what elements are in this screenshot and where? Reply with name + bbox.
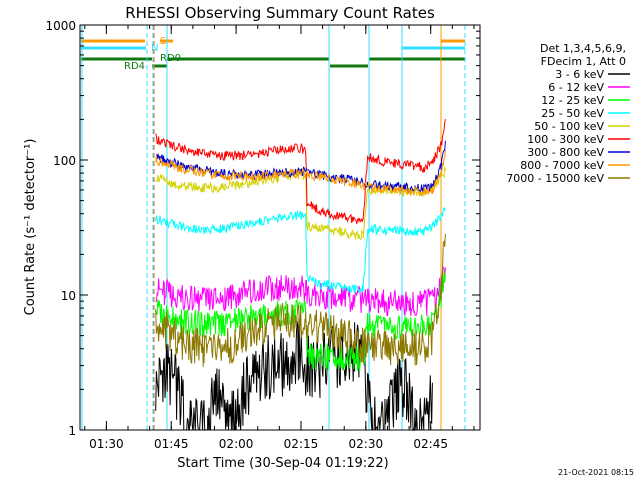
x-tick-label: 01:45 — [154, 437, 189, 451]
x-tick-label: 02:30 — [349, 437, 384, 451]
flag-label-n: N — [151, 43, 158, 54]
y-tick-label: 10 — [61, 289, 76, 303]
legend-entry-label: 800 - 7000 keV — [520, 159, 604, 172]
legend: Det 1,3,4,5,6,9, FDecim 1, Att 0 3 - 6 k… — [506, 42, 630, 185]
legend-entry-label: 6 - 12 keV — [548, 81, 604, 94]
series-layer — [155, 119, 446, 432]
y-tick-label: 100 — [53, 154, 76, 168]
legend-entry-label: 3 - 6 keV — [555, 68, 604, 81]
flag-label-rd0: RD0 — [160, 53, 181, 64]
legend-entry-label: 300 - 800 keV — [527, 146, 604, 159]
legend-entry-label: 50 - 100 keV — [534, 120, 604, 133]
x-tick-label: 01:30 — [89, 437, 124, 451]
flag-label-s: S — [160, 36, 166, 47]
series-line-9 — [155, 233, 446, 368]
chart-title: RHESSI Observing Summary Count Rates — [125, 4, 435, 22]
y-axis-label: Count Rate (s⁻¹ detector⁻¹) — [23, 139, 38, 316]
y-tick-label: 1 — [68, 424, 76, 438]
series-line-5 — [155, 166, 446, 240]
flag-label-rd4: RD4 — [124, 61, 145, 72]
series-line-2 — [155, 266, 446, 317]
legend-entry-label: 7000 - 15000 keV — [506, 172, 604, 185]
legend-entry-label: 25 - 50 keV — [541, 107, 604, 120]
axes: 1 10 100 1000 01:30 01:45 02:00 02:15 02:30 02:45 — [45, 19, 481, 451]
x-axis-label: Start Time (30-Sep-04 01:19:22) — [177, 456, 388, 471]
legend-entry-label: 12 - 25 keV — [541, 94, 604, 107]
y-tick-label: 1000 — [45, 19, 76, 33]
series-line-1 — [155, 317, 433, 432]
legend-header-line-1: Det 1,3,4,5,6,9, — [540, 42, 626, 55]
legend-header-line-2: FDecim 1, Att 0 — [541, 55, 626, 68]
series-line-6 — [155, 119, 446, 225]
series-line-3 — [155, 270, 446, 372]
plot-frame — [79, 24, 481, 431]
x-tick-label: 02:15 — [284, 437, 319, 451]
series-line-8 — [155, 150, 446, 197]
x-tick-label: 02:00 — [219, 437, 254, 451]
series-line-4 — [155, 207, 446, 294]
x-tick-label: 02:45 — [413, 437, 448, 451]
legend-entry-label: 100 - 300 keV — [527, 133, 604, 146]
timestamp: 21-Oct-2021 08:15 — [558, 468, 634, 477]
